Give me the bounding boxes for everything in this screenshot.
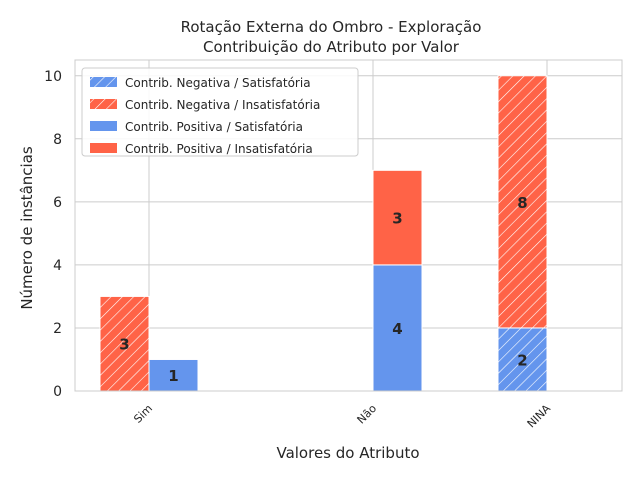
chart-title: Rotação Externa do Ombro - Exploração <box>181 18 482 36</box>
legend-label: Contrib. Positiva / Insatisfatória <box>125 142 313 156</box>
bar-segment <box>372 169 423 266</box>
legend-label: Contrib. Positiva / Satisfatória <box>125 120 303 134</box>
bar-hatch <box>498 327 547 391</box>
y-tick-label: 6 <box>53 195 62 211</box>
y-tick-label: 10 <box>44 69 62 85</box>
legend-swatch <box>90 143 117 153</box>
data-label: 4 <box>392 320 402 338</box>
bars <box>99 75 548 392</box>
chart-subtitle: Contribuição do Atributo por Valor <box>203 38 460 56</box>
bar-hatch <box>100 296 149 391</box>
data-label: 2 <box>517 351 527 369</box>
legend-swatch-hatch <box>90 77 117 87</box>
data-label: 1 <box>168 367 178 385</box>
x-tick-label: NINA <box>525 402 554 431</box>
y-tick-label: 2 <box>53 321 62 337</box>
legend-box <box>81 67 359 157</box>
x-tick-label: Não <box>355 402 380 427</box>
bar-hatch <box>498 75 547 328</box>
y-tick-label: 0 <box>53 384 62 400</box>
legend-label: Contrib. Negativa / Insatisfatória <box>125 98 320 112</box>
legend-swatch <box>90 121 117 131</box>
legend-swatch-hatch <box>90 99 117 109</box>
data-label: 3 <box>119 336 129 354</box>
y-tick-label: 4 <box>53 258 62 274</box>
legend: Contrib. Negativa / Satisfatória Contrib.… <box>81 67 359 157</box>
legend-label: Contrib. Negativa / Satisfatória <box>125 76 311 90</box>
x-tick-label: Sim <box>131 402 155 426</box>
x-axis-label: Valores do Atributo <box>276 444 419 462</box>
y-axis-label: Número de instâncias <box>18 146 36 310</box>
y-tick-label: 8 <box>53 132 62 148</box>
data-label: 8 <box>517 194 527 212</box>
data-label: 3 <box>392 210 402 228</box>
